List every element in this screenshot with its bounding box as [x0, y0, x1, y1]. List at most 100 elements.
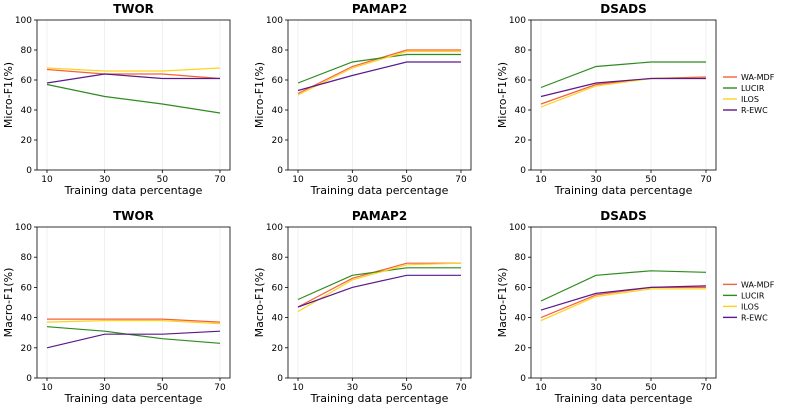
y-tick-label: 20 [21, 344, 33, 354]
y-tick-label: 40 [515, 106, 527, 116]
x-tick-label: 30 [590, 383, 602, 393]
series-line-lucir [297, 53, 461, 84]
x-tick-label: 70 [700, 175, 712, 185]
y-tick-label: 60 [515, 283, 527, 293]
y-tick-label: 0 [26, 166, 32, 176]
legend-label-r-ewc: R-EWC [741, 313, 768, 322]
legend-label-wa-mdf: WA-MDF [741, 73, 775, 82]
x-axis-label: Training data percentage [64, 392, 203, 405]
y-tick-label: 40 [272, 106, 284, 116]
x-tick-label: 30 [99, 383, 111, 393]
series-line-wa-mdf [540, 76, 707, 105]
plot-frame [36, 19, 231, 171]
x-axis-label: Training data percentage [310, 392, 449, 405]
chart-panel-6: 0 20 40 60 80 100 10 30 50 70 DSADS Training data p… [496, 209, 775, 405]
y-tick-label: 60 [515, 76, 527, 86]
y-axis-label: Micro-F1(%) [2, 62, 15, 128]
series-line-wa-mdf [47, 318, 221, 323]
x-tick-label: 10 [41, 175, 53, 185]
chart-panel-5: 0 20 40 60 80 100 10 30 50 70 PAMAP2 Training data … [253, 209, 472, 405]
chart-title: DSADS [600, 209, 647, 223]
series-line-r-ewc [297, 61, 461, 92]
chart-panel-3: 0 20 40 60 80 100 10 30 50 70 DSADS Training data p… [496, 2, 775, 197]
series-line-r-ewc [297, 274, 461, 308]
x-tick-label: 70 [455, 383, 467, 393]
y-tick-label: 40 [515, 314, 527, 324]
x-tick-label: 10 [292, 175, 304, 185]
chart-title: PAMAP2 [352, 2, 407, 16]
y-axis-label: Macro-F1(%) [496, 268, 509, 338]
y-tick-label: 80 [21, 46, 33, 56]
y-tick-label: 80 [515, 253, 527, 263]
y-tick-label: 40 [272, 314, 284, 324]
x-tick-label: 50 [645, 175, 657, 185]
chart-title: TWOR [113, 209, 154, 223]
x-axis-label: Training data percentage [554, 392, 693, 405]
x-tick-label: 70 [700, 383, 712, 393]
chart-panel-4: 0 20 40 60 80 100 10 30 50 70 TWOR Training data pe… [2, 209, 231, 405]
plot-frame [287, 19, 472, 171]
y-tick-label: 100 [266, 16, 283, 26]
y-tick-label: 40 [21, 314, 33, 324]
y-tick-label: 0 [26, 374, 32, 384]
series-line-r-ewc [540, 285, 707, 311]
series-line-wa-mdf [46, 68, 221, 80]
x-axis-label: Training data percentage [310, 184, 449, 197]
y-tick-label: 60 [272, 283, 284, 293]
x-tick-label: 30 [347, 383, 359, 393]
x-tick-label: 30 [347, 175, 359, 185]
x-axis-label: Training data percentage [64, 184, 203, 197]
x-tick-label: 10 [292, 383, 304, 393]
series-line-lucir [540, 61, 706, 89]
legend: WA-MDF LUCIR ILOS R-EWC [723, 280, 775, 322]
y-tick-label: 80 [272, 46, 284, 56]
y-tick-label: 0 [277, 374, 283, 384]
chart-panel-2: 0 20 40 60 80 100 10 30 50 70 PAMAP2 Training data … [253, 2, 472, 197]
y-tick-label: 20 [515, 344, 527, 354]
x-tick-label: 50 [401, 383, 413, 393]
y-axis-label: Micro-F1(%) [253, 62, 266, 128]
plot-frame [530, 19, 717, 171]
y-tick-label: 0 [520, 166, 526, 176]
series-line-ilos [46, 67, 221, 72]
chart-title: PAMAP2 [352, 209, 407, 223]
series-line-r-ewc [540, 77, 706, 98]
legend-label-ilos: ILOS [741, 95, 759, 104]
legend-label-r-ewc: R-EWC [741, 106, 768, 115]
y-tick-label: 80 [21, 253, 33, 263]
y-axis-label: Micro-F1(%) [496, 62, 509, 128]
x-tick-label: 50 [645, 383, 657, 393]
x-tick-label: 30 [590, 175, 602, 185]
y-tick-label: 60 [21, 283, 33, 293]
legend: WA-MDF LUCIR ILOS R-EWC [723, 73, 775, 115]
y-tick-label: 0 [520, 374, 526, 384]
y-tick-label: 80 [272, 253, 284, 263]
x-tick-label: 70 [455, 175, 467, 185]
legend-label-lucir: LUCIR [741, 84, 765, 93]
x-tick-label: 10 [535, 175, 547, 185]
series-line-lucir [540, 270, 707, 302]
y-tick-label: 60 [21, 76, 33, 86]
x-tick-label: 10 [41, 383, 53, 393]
series-line-r-ewc [46, 330, 221, 349]
y-tick-label: 60 [272, 76, 284, 86]
y-axis-label: Macro-F1(%) [253, 268, 266, 338]
series-line-ilos [540, 77, 706, 108]
series-line-lucir [297, 267, 461, 301]
plot-frame [36, 226, 231, 379]
y-tick-label: 40 [21, 106, 33, 116]
chart-title: TWOR [113, 2, 154, 16]
series-line-wa-mdf [297, 262, 461, 308]
series-line-ilos [540, 288, 706, 322]
series-line-wa-mdf [297, 49, 461, 95]
legend-label-ilos: ILOS [741, 302, 759, 311]
series-line-lucir [46, 83, 221, 114]
x-tick-label: 50 [401, 175, 413, 185]
y-axis-label: Macro-F1(%) [2, 268, 15, 338]
series-line-r-ewc [46, 73, 220, 84]
x-tick-label: 70 [214, 383, 226, 393]
y-tick-label: 100 [266, 223, 283, 233]
series-line-wa-mdf [540, 286, 706, 319]
series-line-ilos [297, 50, 461, 96]
